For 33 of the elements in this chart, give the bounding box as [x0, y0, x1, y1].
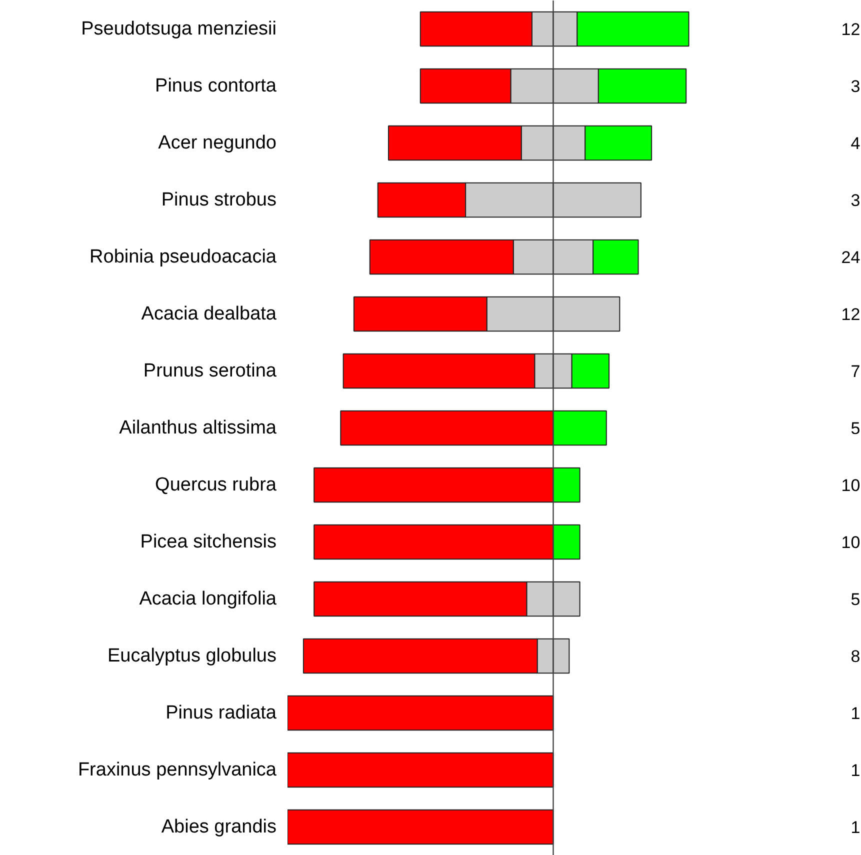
text: 12	[841, 305, 860, 324]
y-tick-label: Fraxinus pennsylvanica	[78, 760, 277, 780]
y-tick-label: Prunus serotina	[143, 360, 277, 382]
y-tick-label: Pinus radiata	[166, 702, 277, 724]
text: 1	[850, 761, 860, 780]
text: 12	[841, 20, 860, 39]
text: 1	[850, 704, 860, 723]
text: 3	[850, 191, 860, 210]
y-tick-label: Quercus rubra	[155, 474, 277, 496]
bar	[288, 695, 554, 731]
y-tick-label: Acacia dealbata	[141, 304, 277, 324]
y-tick-label: Acer negundo	[158, 132, 277, 154]
y-tick-label: Robinia pseudoacacia	[90, 246, 277, 268]
text: 4	[850, 134, 860, 153]
text: 10	[841, 533, 860, 552]
y-tick-label: Pinus contorta	[155, 76, 277, 96]
y-tick-label: Acacia longifolia	[139, 588, 277, 610]
y-tick-label: Picea sitchensis	[140, 532, 277, 552]
y-tick-label: Abies grandis	[161, 816, 276, 838]
text: 5	[850, 590, 860, 609]
text: 10	[841, 476, 860, 495]
text: 8	[850, 647, 860, 666]
y-tick-label: Ailanthus altissima	[119, 418, 277, 438]
y-tick-label: Pinus strobus	[161, 190, 277, 210]
text: 3	[850, 77, 860, 96]
bar	[288, 752, 554, 788]
text: 24	[841, 248, 860, 267]
text: 5	[850, 419, 860, 438]
y-tick-label: Eucalyptus globulus	[108, 646, 277, 666]
bar	[288, 809, 554, 845]
text: 7	[850, 362, 860, 381]
y-tick-label: Pseudotsuga menziesii	[81, 18, 276, 40]
text: 1	[850, 818, 860, 837]
